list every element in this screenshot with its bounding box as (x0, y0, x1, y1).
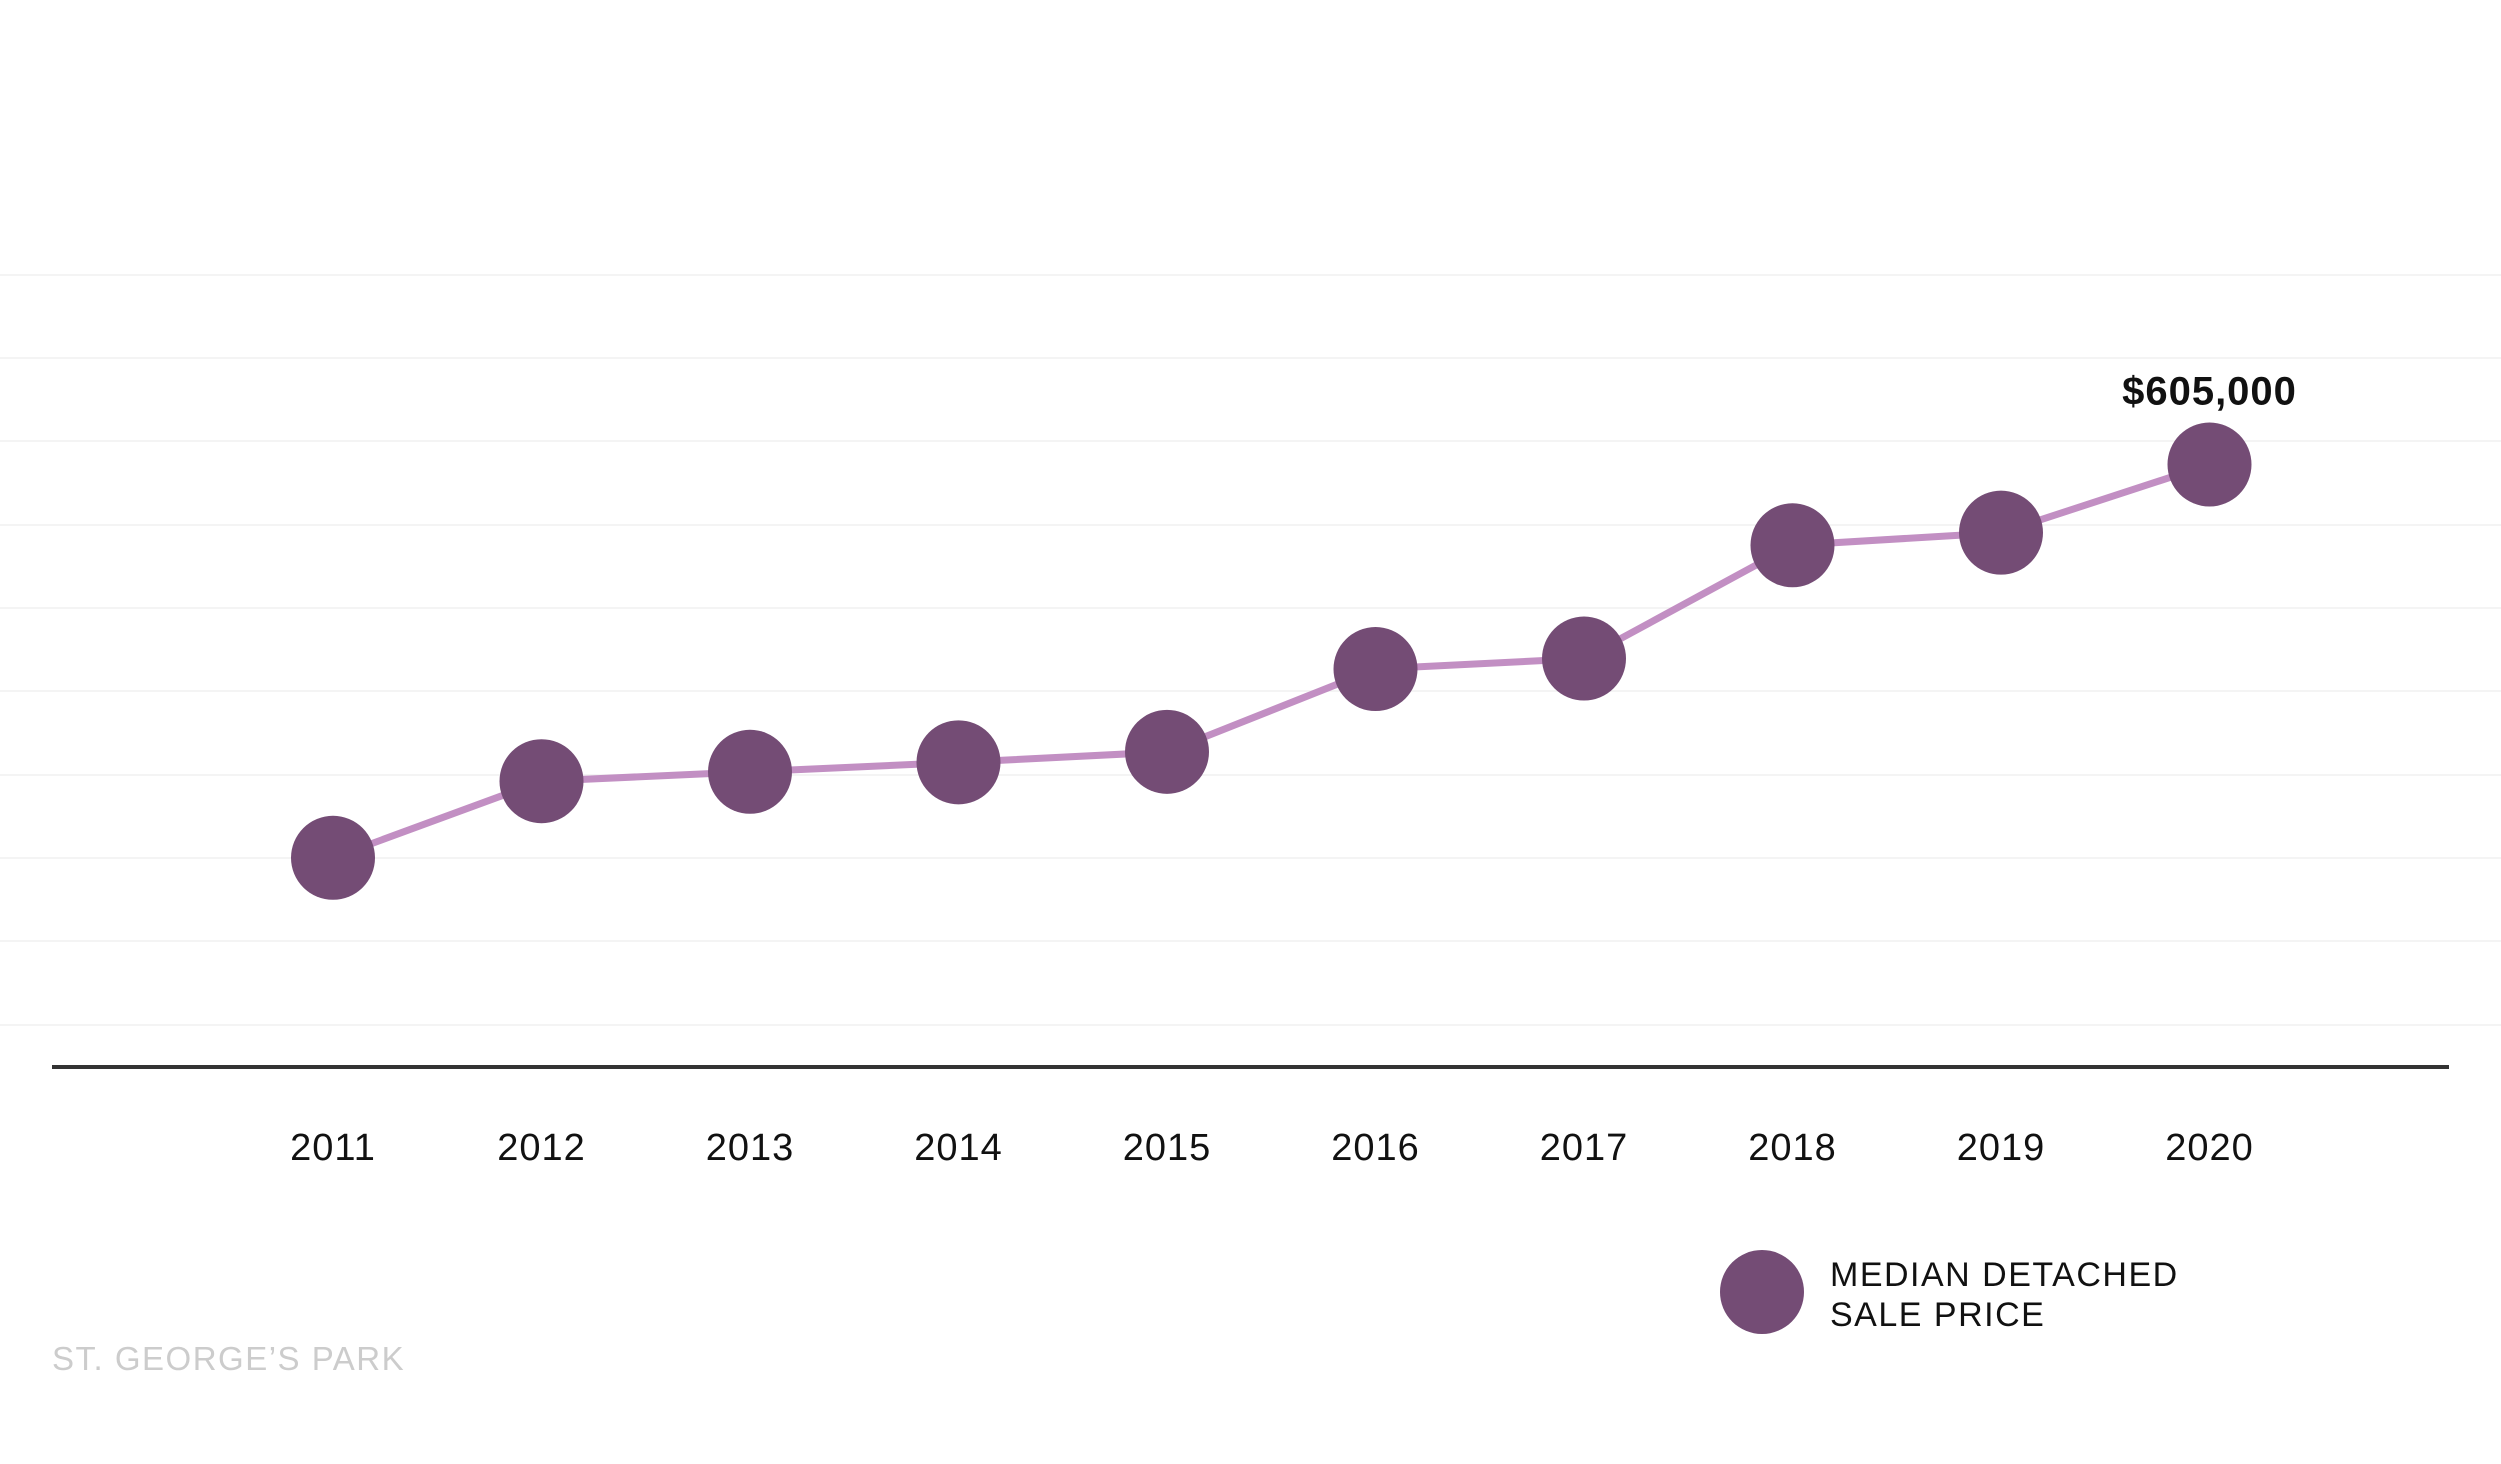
data-point-2012 (499, 739, 584, 824)
data-point-2018 (1750, 503, 1835, 588)
x-tick-label-2014: 2014 (914, 1127, 1003, 1169)
data-point-2015 (1125, 709, 1209, 794)
x-tick-label-2017: 2017 (1540, 1127, 1629, 1169)
data-point-2016 (1333, 627, 1418, 712)
data-point-2013 (708, 729, 792, 814)
data-point-2017 (1542, 616, 1626, 701)
x-tick-label-2019: 2019 (1957, 1127, 2046, 1169)
x-tick-label-2013: 2013 (706, 1127, 795, 1169)
legend-label-line-1: MEDIAN DETACHED (1830, 1256, 2179, 1294)
x-tick-label-2016: 2016 (1331, 1127, 1420, 1169)
x-tick-label-2012: 2012 (497, 1127, 586, 1169)
data-point-2014 (916, 720, 1001, 805)
series-markers (291, 422, 2252, 900)
gridlines (0, 274, 2501, 1026)
data-point-2020 (2167, 422, 2252, 507)
x-tick-label-2018: 2018 (1748, 1127, 1837, 1169)
data-label-2020: $605,000 (2122, 370, 2297, 414)
x-tick-label-2011: 2011 (290, 1127, 376, 1169)
x-tick-label-2015: 2015 (1123, 1127, 1212, 1169)
data-point-2019 (1959, 490, 2043, 575)
data-point-2011 (291, 815, 375, 900)
footer-brand-text: ST. GEORGE’S PARK (52, 1340, 405, 1377)
x-tick-label-2020: 2020 (2165, 1127, 2254, 1169)
annotations: $605,000 (2122, 370, 2297, 414)
legend-label-line-2: SALE PRICE (1830, 1296, 2045, 1334)
x-axis-ticks: 2011 2012 2013 2014 2015 2016 2017 2018 2019 2020 (290, 1127, 2254, 1169)
series-line (329, 461, 2213, 862)
legend-marker (1720, 1250, 1804, 1334)
series-line-group (329, 461, 2213, 862)
legend: MEDIAN DETACHED SALE PRICE (1720, 1250, 2179, 1334)
